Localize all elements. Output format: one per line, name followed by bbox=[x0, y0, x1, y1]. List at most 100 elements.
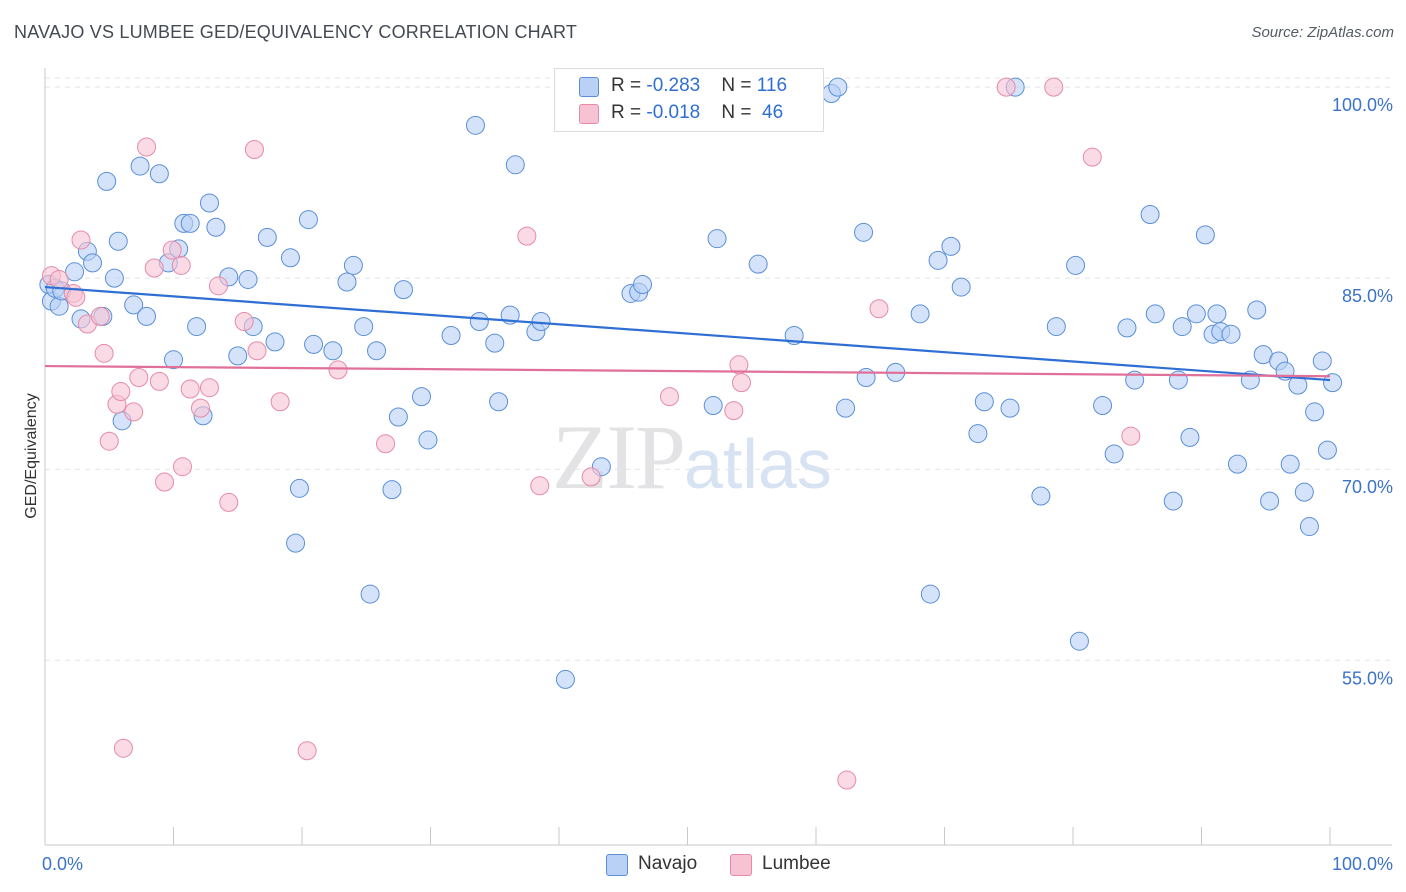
navajo-point-33 bbox=[280, 248, 300, 268]
navajo-point-113 bbox=[1299, 517, 1319, 537]
navajo-n-label: N = bbox=[721, 75, 757, 96]
chart-title: NAVAJO VS LUMBEE GED/EQUIVALENCY CORRELA… bbox=[14, 22, 578, 42]
navajo-point-50 bbox=[465, 115, 485, 135]
navajo-point-85 bbox=[1066, 255, 1086, 275]
navajo-point-103 bbox=[1227, 454, 1247, 474]
navajo-point-96 bbox=[1180, 427, 1200, 447]
navajo-point-23 bbox=[187, 317, 207, 337]
lumbee-swatch bbox=[579, 104, 599, 124]
navajo-point-28 bbox=[228, 346, 248, 366]
y-tick-label-70: 70.0% bbox=[1342, 477, 1393, 497]
navajo-point-40 bbox=[343, 255, 363, 275]
lumbee-r-label: R = bbox=[611, 102, 647, 123]
navajo-point-94 bbox=[1168, 370, 1188, 390]
navajo-point-83 bbox=[1031, 486, 1051, 506]
navajo-point-44 bbox=[382, 480, 402, 500]
navajo-point-43 bbox=[367, 341, 387, 361]
lumbee-point-12 bbox=[124, 402, 144, 422]
navajo-point-8 bbox=[83, 253, 103, 273]
navajo-point-35 bbox=[289, 478, 309, 498]
lumbee-point-21 bbox=[180, 379, 200, 399]
axis-labels: 55.0% 70.0% 85.0% 100.0% 0.0% 100.0% GED/Equiv… bbox=[23, 95, 1393, 874]
y-tick-label-85: 85.0% bbox=[1342, 286, 1393, 306]
watermark: ZIPatlas bbox=[552, 404, 832, 510]
navajo-point-19 bbox=[164, 350, 183, 370]
lumbee-point-41 bbox=[869, 299, 889, 319]
lumbee-point-36 bbox=[660, 387, 680, 407]
navajo-point-78 bbox=[951, 277, 971, 297]
lumbee-points bbox=[41, 77, 1141, 790]
lumbee-point-8 bbox=[99, 431, 119, 451]
navajo-point-116 bbox=[1317, 440, 1337, 460]
navajo-point-84 bbox=[1046, 317, 1066, 337]
navajo-point-76 bbox=[928, 250, 948, 270]
lumbee-point-7 bbox=[94, 343, 114, 363]
lumbee-trend-line bbox=[44, 364, 1331, 378]
navajo-point-62 bbox=[633, 275, 653, 295]
navajo-point-12 bbox=[108, 231, 128, 251]
lumbee-point-16 bbox=[149, 371, 169, 391]
navajo-point-45 bbox=[388, 407, 408, 427]
lumbee-point-11 bbox=[113, 738, 133, 758]
lumbee-point-39 bbox=[731, 373, 751, 393]
lumbee-point-17 bbox=[155, 472, 175, 492]
lumbee-point-4 bbox=[71, 230, 91, 250]
navajo-point-66 bbox=[748, 254, 768, 274]
x-tick-label-max: 100.0% bbox=[1332, 854, 1393, 874]
navajo-point-58 bbox=[555, 669, 575, 689]
navajo-point-112 bbox=[1294, 482, 1314, 502]
navajo-point-80 bbox=[974, 392, 994, 412]
lumbee-point-19 bbox=[171, 255, 191, 275]
navajo-point-74 bbox=[910, 304, 930, 324]
lumbee-point-15 bbox=[144, 258, 164, 278]
navajo-point-72 bbox=[856, 368, 876, 388]
bottom-navajo-swatch bbox=[606, 854, 628, 876]
lumbee-point-44 bbox=[1082, 147, 1102, 167]
lumbee-point-35 bbox=[581, 467, 601, 487]
navajo-point-36 bbox=[298, 210, 318, 230]
navajo-point-110 bbox=[1280, 454, 1300, 474]
watermark-zip: ZIP bbox=[552, 406, 686, 508]
navajo-point-47 bbox=[412, 387, 432, 407]
lumbee-point-20 bbox=[172, 457, 192, 477]
lumbee-point-13 bbox=[129, 368, 149, 388]
navajo-point-98 bbox=[1195, 225, 1215, 245]
lumbee-point-31 bbox=[328, 360, 348, 380]
bottom-navajo-label: Navajo bbox=[638, 853, 698, 874]
navajo-point-55 bbox=[505, 155, 525, 175]
navajo-point-37 bbox=[304, 334, 324, 354]
stats-legend: R = -0.283 N = 116 R = -0.018 N = 46 bbox=[554, 68, 824, 132]
navajo-point-81 bbox=[1000, 398, 1020, 418]
navajo-point-29 bbox=[238, 269, 258, 289]
lumbee-point-42 bbox=[996, 77, 1016, 97]
navajo-point-38 bbox=[323, 341, 343, 361]
y-tick-label-55: 55.0% bbox=[1342, 668, 1393, 688]
navajo-point-91 bbox=[1140, 204, 1160, 224]
navajo-point-117 bbox=[1323, 373, 1343, 393]
lumbee-point-37 bbox=[724, 401, 744, 421]
navajo-r-value: -0.283 bbox=[646, 75, 701, 96]
lumbee-n-value: 46 bbox=[756, 102, 784, 123]
lumbee-point-27 bbox=[247, 341, 267, 361]
navajo-point-32 bbox=[265, 332, 285, 352]
lumbee-point-43 bbox=[1044, 77, 1064, 97]
navajo-point-11 bbox=[104, 268, 124, 288]
navajo-point-77 bbox=[941, 236, 961, 256]
navajo-point-16 bbox=[137, 306, 157, 326]
lumbee-n-label: N = bbox=[721, 102, 757, 123]
lumbee-point-14 bbox=[137, 137, 157, 157]
navajo-point-5 bbox=[65, 262, 85, 282]
navajo-point-51 bbox=[469, 311, 489, 331]
navajo-point-39 bbox=[337, 272, 357, 292]
navajo-point-46 bbox=[394, 280, 414, 300]
lumbee-point-22 bbox=[190, 398, 210, 418]
lumbee-point-26 bbox=[234, 311, 254, 331]
navajo-point-70 bbox=[836, 398, 856, 418]
navajo-point-71 bbox=[854, 222, 874, 242]
navajo-point-95 bbox=[1172, 317, 1192, 337]
navajo-n-value: 116 bbox=[756, 75, 788, 96]
navajo-point-102 bbox=[1221, 324, 1241, 344]
navajo-point-49 bbox=[441, 325, 461, 345]
navajo-point-41 bbox=[354, 317, 374, 337]
